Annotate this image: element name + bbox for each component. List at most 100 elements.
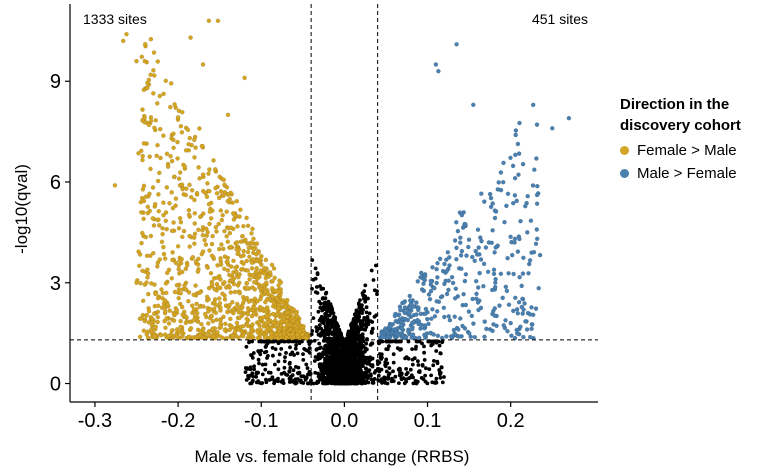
- point-nonsignificant: [251, 374, 256, 379]
- point-male-gt-female: [514, 198, 519, 204]
- point-nonsignificant: [411, 381, 416, 386]
- point-female-gt-male: [218, 256, 223, 261]
- point-female-gt-male: [177, 215, 183, 221]
- point-nonsignificant: [369, 373, 373, 378]
- point-female-gt-male: [171, 312, 177, 317]
- point-male-gt-female: [490, 287, 495, 293]
- point-female-gt-male: [185, 127, 191, 133]
- point-female-gt-male: [147, 154, 152, 159]
- point-female-gt-male: [288, 327, 293, 332]
- point-female-gt-male: [140, 118, 145, 123]
- point-nonsignificant: [432, 359, 436, 363]
- point-female-gt-male: [195, 269, 201, 274]
- point-nonsignificant: [366, 369, 370, 374]
- point-female-gt-male: [213, 167, 218, 172]
- point-male-gt-female: [479, 191, 484, 196]
- point-female-gt-male: [210, 319, 216, 324]
- point-female-gt-male: [228, 244, 233, 250]
- point-nonsignificant: [306, 339, 311, 344]
- point-female-gt-male: [241, 253, 246, 258]
- point-nonsignificant: [326, 367, 331, 372]
- point-nonsignificant: [438, 375, 443, 380]
- point-female-gt-male: [200, 172, 206, 177]
- point-female-gt-male: [155, 309, 161, 315]
- point-female-gt-male: [245, 323, 251, 329]
- point-nonsignificant: [433, 339, 437, 344]
- point-female-gt-male: [231, 281, 237, 287]
- point-male-gt-female: [489, 240, 494, 246]
- point-nonsignificant: [275, 339, 280, 344]
- point-female-gt-male: [178, 318, 183, 324]
- point-female-gt-male: [174, 282, 180, 288]
- point-female-gt-male: [147, 191, 152, 197]
- point-male-gt-female: [451, 327, 457, 333]
- point-male-gt-female: [512, 175, 518, 181]
- point-female-gt-male: [230, 307, 236, 312]
- point-male-gt-female: [505, 255, 510, 261]
- point-male-gt-female: [516, 151, 522, 156]
- point-male-gt-female: [527, 312, 533, 317]
- point-male-gt-female: [409, 326, 415, 332]
- point-female-gt-male: [234, 240, 240, 245]
- point-nonsignificant: [334, 340, 338, 345]
- point-nonsignificant: [362, 355, 367, 359]
- point-female-gt-male: [186, 141, 191, 147]
- point-nonsignificant: [425, 381, 430, 386]
- x-tick-label: -0.1: [244, 410, 278, 432]
- point-nonsignificant: [287, 369, 292, 373]
- point-male-gt-female: [504, 203, 509, 209]
- point-nonsignificant: [281, 378, 285, 382]
- point-male-gt-female: [476, 245, 481, 250]
- point-female-gt-male: [112, 183, 118, 188]
- point-female-gt-male: [211, 158, 216, 163]
- point-female-gt-male: [294, 332, 300, 338]
- point-nonsignificant: [326, 323, 331, 327]
- point-female-gt-male: [228, 290, 234, 295]
- point-nonsignificant: [326, 328, 331, 333]
- point-male-gt-female: [407, 310, 412, 315]
- point-female-gt-male: [183, 192, 189, 198]
- point-nonsignificant: [399, 376, 404, 381]
- point-nonsignificant: [319, 345, 323, 350]
- point-female-gt-male: [152, 125, 157, 131]
- point-male-gt-female: [497, 303, 502, 308]
- point-male-gt-female: [478, 257, 484, 262]
- point-female-gt-male: [215, 18, 221, 24]
- point-female-gt-male: [227, 285, 232, 290]
- point-female-gt-male: [142, 318, 148, 324]
- point-nonsignificant: [323, 361, 328, 365]
- point-male-gt-female: [461, 291, 466, 297]
- point-female-gt-male: [222, 228, 227, 234]
- point-male-gt-female: [532, 167, 537, 172]
- point-nonsignificant: [307, 346, 312, 350]
- point-nonsignificant: [370, 381, 375, 385]
- point-male-gt-female: [506, 302, 512, 307]
- point-male-gt-female: [525, 193, 530, 199]
- point-nonsignificant: [276, 359, 281, 364]
- point-female-gt-male: [218, 277, 223, 282]
- point-nonsignificant: [250, 356, 255, 360]
- point-female-gt-male: [134, 58, 139, 64]
- point-female-gt-male: [275, 335, 280, 341]
- point-nonsignificant: [365, 355, 370, 360]
- point-nonsignificant: [282, 365, 287, 370]
- point-nonsignificant: [291, 368, 296, 373]
- point-female-gt-male: [238, 207, 243, 212]
- point-nonsignificant: [353, 353, 358, 358]
- point-female-gt-male: [222, 327, 228, 333]
- point-nonsignificant: [367, 311, 372, 316]
- point-male-gt-female: [487, 327, 493, 332]
- point-nonsignificant: [262, 339, 266, 344]
- point-nonsignificant: [289, 374, 293, 379]
- point-female-gt-male: [211, 306, 217, 312]
- point-female-gt-male: [262, 271, 267, 276]
- point-male-gt-female: [426, 292, 432, 297]
- point-male-gt-female: [503, 318, 508, 323]
- point-female-gt-male: [259, 292, 265, 298]
- point-nonsignificant: [284, 351, 288, 355]
- point-male-gt-female: [525, 230, 530, 235]
- point-male-gt-female: [475, 300, 481, 305]
- point-nonsignificant: [257, 350, 262, 355]
- point-male-gt-female: [402, 310, 408, 316]
